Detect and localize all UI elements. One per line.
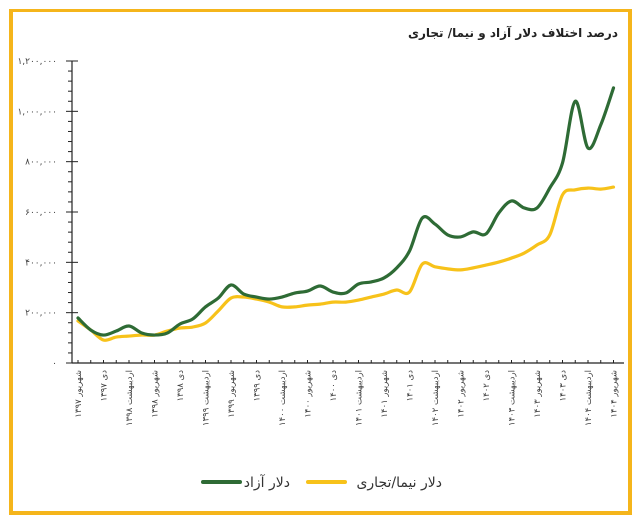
y-tick-label: ۸۰۰,۰۰۰ [25,158,57,168]
legend-label-nima: دلار نیما/تجاری [356,475,442,491]
series-line-nima [76,185,616,342]
y-tick-label: ۲۰۰,۰۰۰ [25,309,57,319]
y-tick-label: ۱,۰۰۰,۰۰۰ [17,107,57,117]
x-tick-label: دی ۱۳۹۹ [253,370,263,402]
x-tick-label: دی ۱۴۰۲ [482,370,492,402]
x-tick-label: اردیبهشت ۱۳۹۸ [125,370,135,426]
x-tick-label: شهریور ۱۴۰۰ [304,370,314,418]
frame-right [628,9,632,515]
x-tick-label: شهریور ۱۳۹۹ [227,370,237,418]
series-lines [76,86,616,342]
legend-label-azad: دلار آزاد [244,474,290,491]
frame-left [9,9,13,515]
y-tick-label: ۶۰۰,۰۰۰ [25,208,57,218]
legend: دلار آزاد دلار نیما/تجاری [201,474,442,491]
frame-top [9,9,632,12]
x-tick-label: اردیبهشت ۱۳۹۹ [202,370,212,426]
y-tick-label: ۱,۲۰۰,۰۰۰ [17,57,57,67]
series-line-azad [76,86,616,337]
chart-title: درصد اختلاف دلار آزاد و نیما/ تجاری [408,25,618,41]
x-tick-label: شهریور ۱۴۰۳ [533,370,543,418]
x-tick-label: اردیبهشت ۱۴۰۲ [431,370,441,426]
x-tick-label: دی ۱۴۰۰ [329,370,339,402]
x-tick-label: اردیبهشت ۱۴۰۳ [508,370,518,426]
x-tick-label: شهریور ۱۴۰۲ [457,370,467,418]
axes: ۰ ۲۰۰,۰۰۰ ۴۰۰,۰۰۰ ۶۰۰,۰۰۰ ۸۰۰,۰۰۰ ۱,۰۰۰,۰۰۰ ۱,… [17,57,624,426]
x-tick-label: دی ۱۴۰۱ [406,370,416,402]
x-tick-label: اردیبهشت ۱۴۰۱ [355,370,365,426]
x-tick-label: دی ۱۳۹۸ [176,370,186,402]
x-tick-label: شهریور ۱۴۰۴ [610,370,620,418]
x-tick-label: شهریور ۱۴۰۱ [380,370,390,418]
x-tick-label: دی ۱۴۰۳ [559,370,569,402]
x-tick-label: اردیبهشت ۱۴۰۴ [584,370,594,426]
x-tick-label: دی ۱۳۹۷ [100,370,110,402]
x-tick-label: شهریور ۱۳۹۸ [151,370,161,418]
y-tick-label: ۴۰۰,۰۰۰ [25,258,57,268]
frame-bottom [9,511,632,515]
y-tick-label: ۰ [52,359,57,369]
x-tick-label: شهریور ۱۳۹۷ [74,370,84,418]
x-tick-label: اردیبهشت ۱۴۰۰ [278,370,288,426]
